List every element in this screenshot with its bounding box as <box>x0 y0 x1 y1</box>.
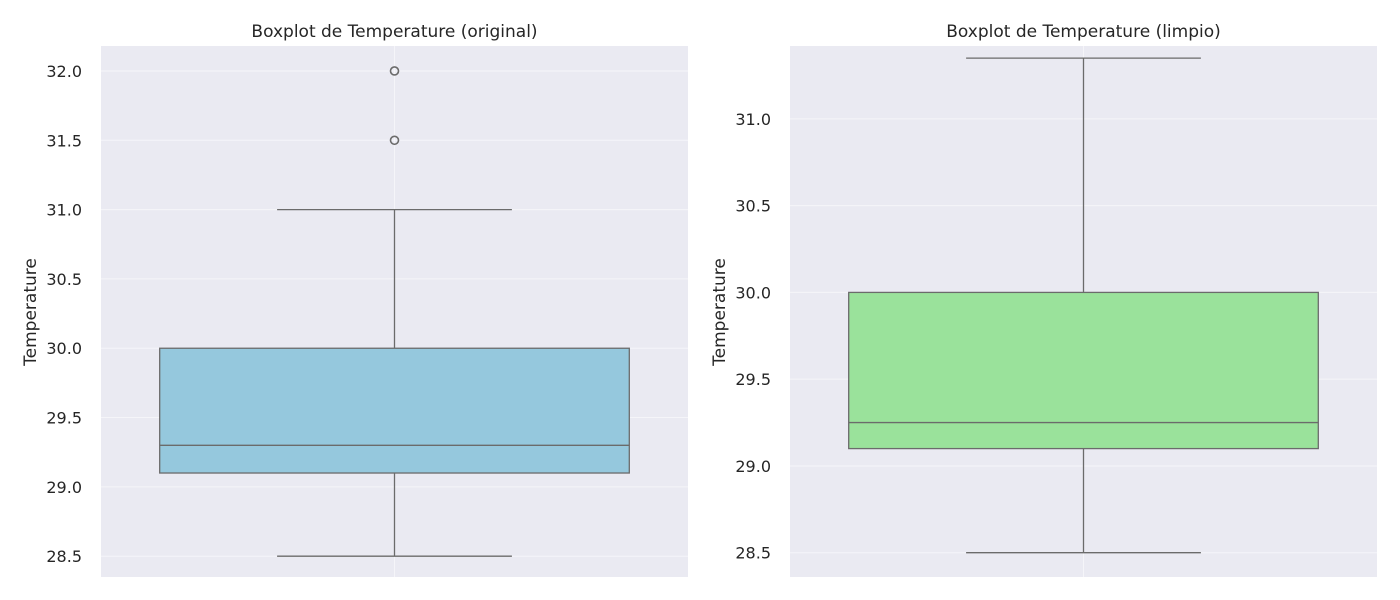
iqr-box <box>848 291 1319 450</box>
chart-title: Boxplot de Temperature (original) <box>251 22 537 42</box>
y-axis-label: Temperature <box>21 258 41 367</box>
y-tick-label: 31.0 <box>46 201 82 220</box>
y-tick-label: 29.0 <box>46 478 82 497</box>
y-tick-label: 29.0 <box>735 457 771 476</box>
chart-panel-limpio: Boxplot de Temperature (limpio) Temperat… <box>710 22 1377 577</box>
y-tick-label: 29.5 <box>46 409 82 428</box>
y-tick-label: 30.0 <box>46 339 82 358</box>
y-tick-label: 31.0 <box>735 110 771 129</box>
y-tick-label: 30.0 <box>735 283 771 302</box>
y-tick-label: 28.5 <box>735 544 771 563</box>
outlier-point <box>389 135 400 146</box>
y-tick-label: 30.5 <box>735 197 771 216</box>
chart-panel-original: Boxplot de Temperature (original) Temper… <box>21 22 688 577</box>
y-tick-label: 29.5 <box>735 370 771 389</box>
y-tick-label: 28.5 <box>46 547 82 566</box>
y-tick-label: 32.0 <box>46 62 82 81</box>
chart-title: Boxplot de Temperature (limpio) <box>946 22 1221 42</box>
y-axis-label: Temperature <box>710 258 730 367</box>
y-tick-label: 31.5 <box>46 131 82 150</box>
outlier-point <box>389 66 400 76</box>
iqr-box <box>159 347 630 474</box>
y-tick-label: 30.5 <box>46 270 82 289</box>
